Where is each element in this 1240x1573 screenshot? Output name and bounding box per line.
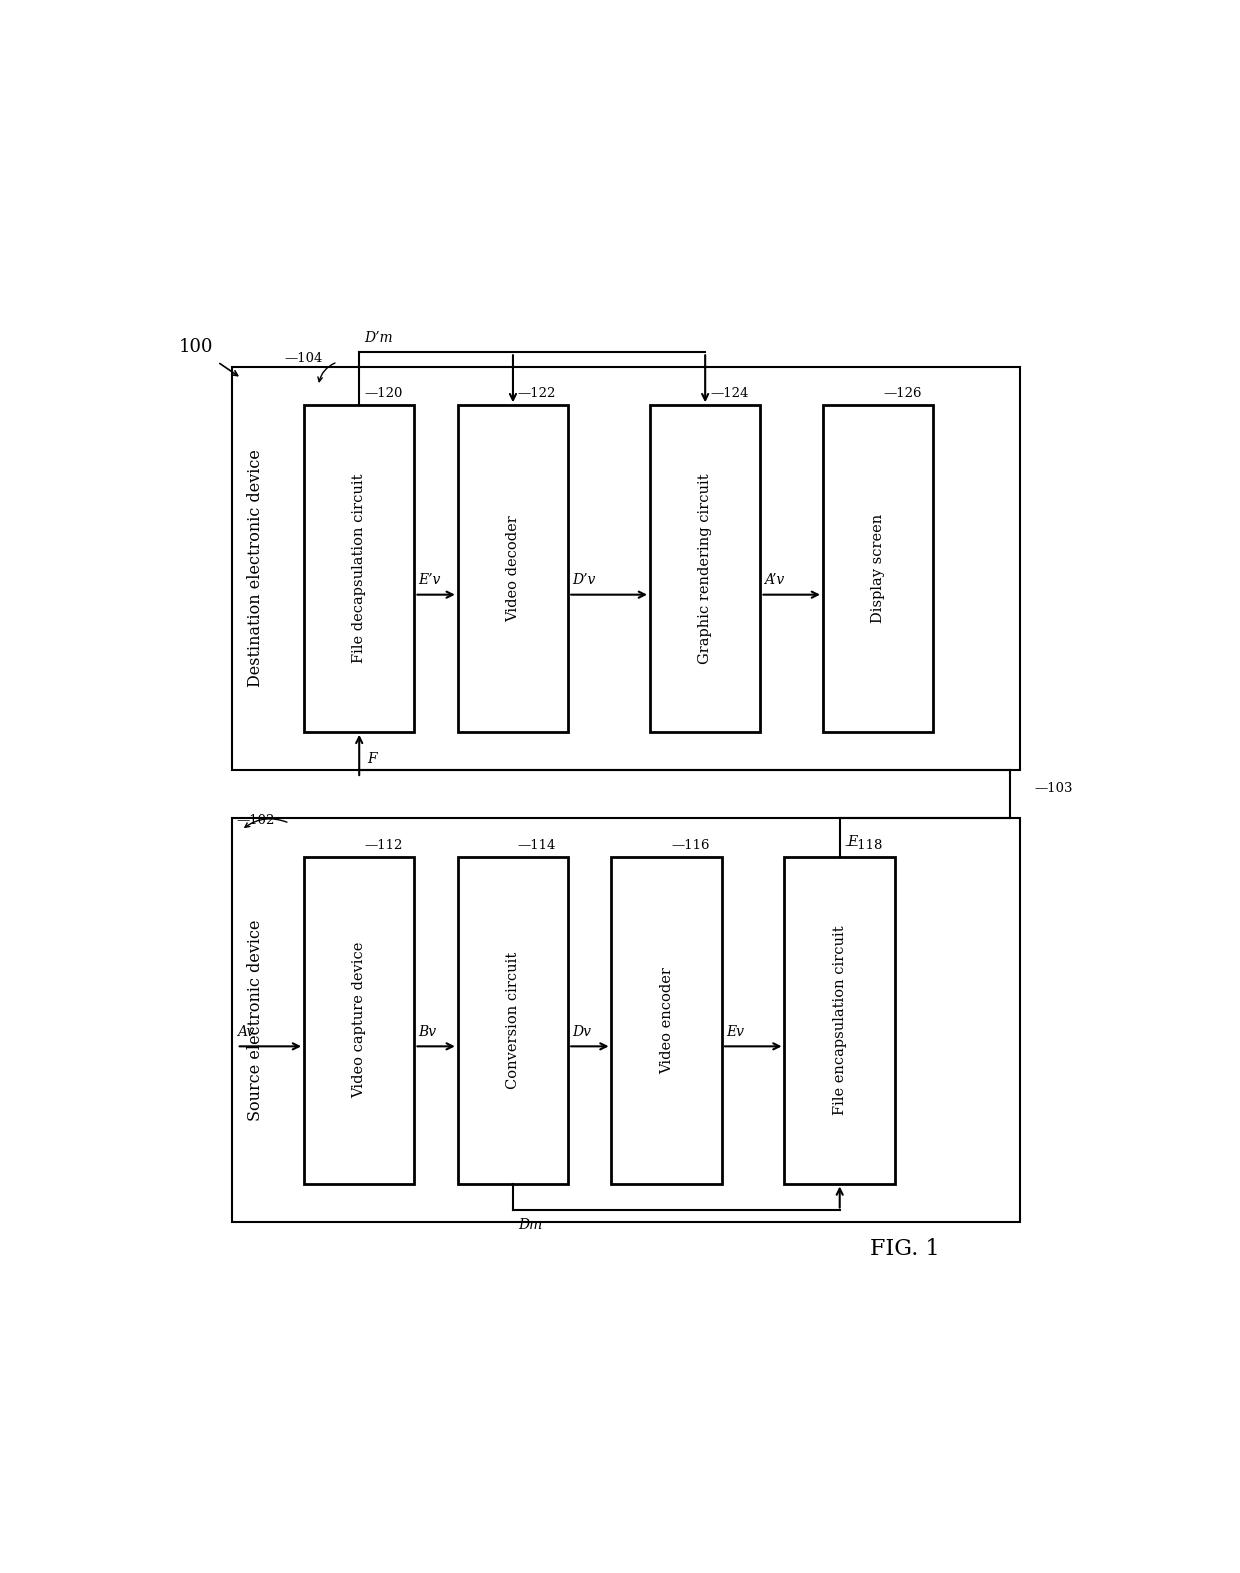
Text: —124: —124 bbox=[711, 387, 749, 401]
Bar bbox=[823, 406, 934, 731]
Text: Video encoder: Video encoder bbox=[660, 967, 673, 1074]
Text: A’v: A’v bbox=[764, 573, 785, 587]
Text: —126: —126 bbox=[883, 387, 921, 401]
Bar bbox=[304, 857, 414, 1183]
Text: —120: —120 bbox=[365, 387, 403, 401]
Text: Av: Av bbox=[237, 1024, 254, 1038]
Text: E’v: E’v bbox=[418, 573, 440, 587]
Bar bbox=[611, 857, 722, 1183]
Text: —112: —112 bbox=[365, 838, 403, 853]
Text: —103: —103 bbox=[1034, 782, 1073, 794]
Text: —116: —116 bbox=[672, 838, 711, 853]
Text: File encapsulation circuit: File encapsulation circuit bbox=[833, 925, 847, 1115]
Text: —118: —118 bbox=[844, 838, 883, 853]
Text: Video decoder: Video decoder bbox=[506, 514, 520, 621]
Text: 100: 100 bbox=[179, 338, 213, 355]
Text: F: F bbox=[367, 752, 377, 766]
Text: —102: —102 bbox=[237, 813, 275, 826]
Text: Destination electronic device: Destination electronic device bbox=[248, 450, 264, 687]
Bar bbox=[458, 857, 568, 1183]
Text: Graphic rendering circuit: Graphic rendering circuit bbox=[698, 473, 712, 664]
Text: D’m: D’m bbox=[365, 330, 393, 344]
Text: FIG. 1: FIG. 1 bbox=[869, 1238, 940, 1260]
Text: Conversion circuit: Conversion circuit bbox=[506, 952, 520, 1089]
Bar bbox=[458, 406, 568, 731]
Text: Dm: Dm bbox=[518, 1218, 542, 1232]
Text: Bv: Bv bbox=[418, 1024, 436, 1038]
Text: F: F bbox=[847, 835, 857, 849]
Text: —122: —122 bbox=[518, 387, 557, 401]
Bar bbox=[232, 367, 1019, 771]
Bar bbox=[304, 406, 414, 731]
Text: File decapsulation circuit: File decapsulation circuit bbox=[352, 473, 366, 664]
Bar bbox=[650, 406, 760, 731]
Text: —114: —114 bbox=[518, 838, 557, 853]
Text: Source electronic device: Source electronic device bbox=[248, 920, 264, 1122]
Text: Video capture device: Video capture device bbox=[352, 942, 366, 1098]
Text: Display screen: Display screen bbox=[872, 514, 885, 623]
Bar bbox=[232, 818, 1019, 1222]
Text: Dv: Dv bbox=[572, 1024, 591, 1038]
Text: D’v: D’v bbox=[572, 573, 595, 587]
Text: —104: —104 bbox=[285, 352, 324, 365]
Text: Ev: Ev bbox=[725, 1024, 744, 1038]
Bar bbox=[785, 857, 895, 1183]
